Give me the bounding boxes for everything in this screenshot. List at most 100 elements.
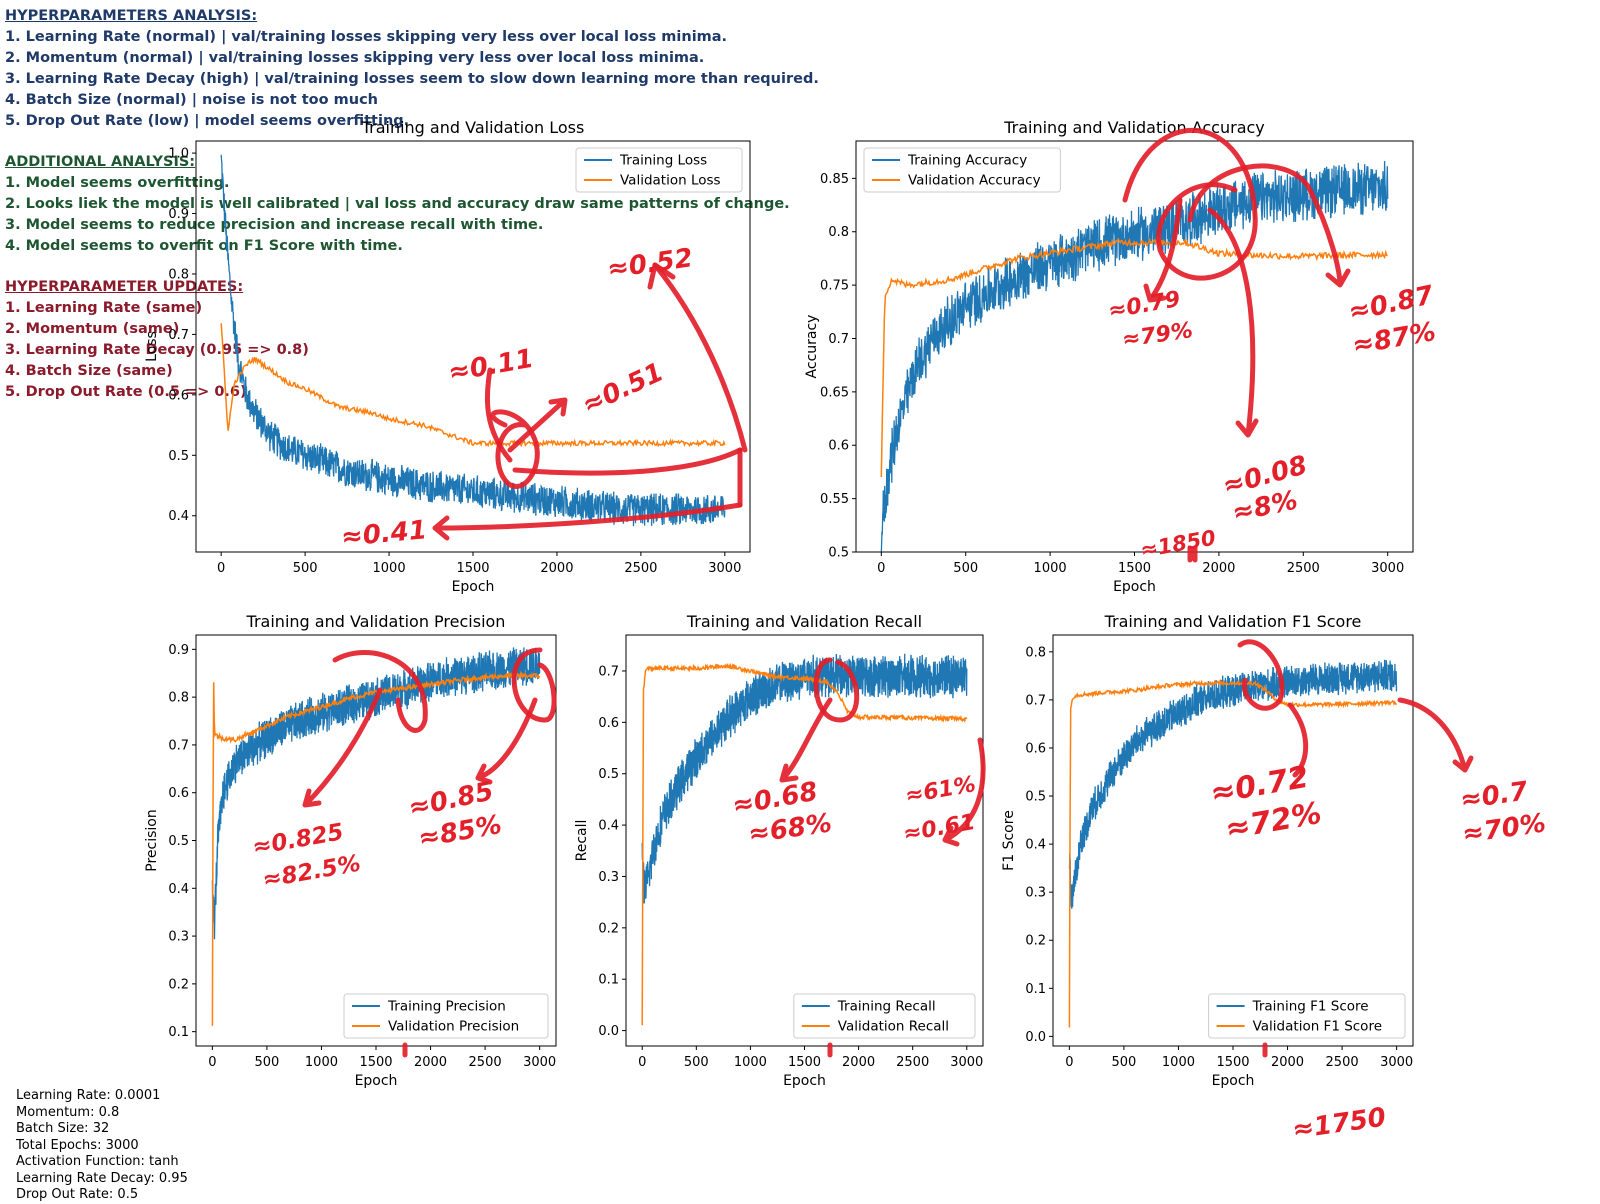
legend-label: Training Loss (619, 153, 707, 169)
legend: Training Accuracy Validation Accuracy (863, 147, 1061, 193)
y-axis-label: Precision (144, 809, 160, 871)
y-tick-label: 0.7 (1025, 693, 1046, 708)
update-line: 3. Learning Rate Decay (0.95 => 0.8) (5, 342, 309, 358)
annotation-stroke (511, 647, 557, 723)
x-tick-label: 1000 (1034, 561, 1067, 576)
y-axis-label: Accuracy (804, 315, 820, 379)
y-tick-label: 0.3 (1025, 886, 1046, 901)
update-line: 2. Momentum (same) (5, 321, 180, 337)
y-tick-label: 0.2 (598, 921, 619, 936)
x-tick-label: 1000 (734, 1055, 767, 1070)
y-tick-label: 0.8 (168, 267, 189, 282)
analysis-line: 5. Drop Out Rate (low) | model seems ove… (5, 113, 410, 129)
y-tick-label: 0.7 (828, 332, 849, 347)
legend-label: Validation Accuracy (908, 173, 1041, 189)
hyperparameter-summary: Learning Rate: 0.0001 Momentum: 0.8 Batc… (16, 1088, 188, 1204)
update-line: 1. Learning Rate (same) (5, 300, 203, 316)
hyperparameter-line: Learning Rate: 0.0001 (16, 1088, 161, 1103)
x-tick-label: 500 (293, 561, 318, 576)
x-tick-label: 0 (638, 1055, 646, 1070)
chart-accuracy: Training and Validation Accuracy 0 500 1000… (804, 118, 1414, 595)
annotation-stroke (647, 262, 676, 290)
legend: Training Precision Validation Precision (343, 993, 549, 1039)
hyperparameter-line: Momentum: 0.8 (16, 1104, 120, 1120)
y-tick-label: 0.5 (828, 546, 849, 561)
x-tick-label: 1500 (788, 1055, 821, 1070)
x-tick-label: 1000 (373, 561, 406, 576)
series-line-validation (211, 670, 541, 1026)
y-tick-label: 0.9 (168, 207, 189, 222)
annotation-stroke (490, 409, 540, 489)
hyperparameter-line: Learning Rate Decay: 0.95 (16, 1170, 188, 1186)
y-tick-label: 0.5 (168, 449, 189, 464)
additional-line: 2. Looks liek the model is well calibrat… (5, 196, 790, 212)
legend-label: Validation Precision (388, 1019, 519, 1035)
updates-title: HYPERPARAMETER UPDATES: (5, 279, 244, 295)
series-line-validation (1068, 678, 1398, 1028)
plot-frame (855, 140, 1414, 553)
update-line: 5. Drop Out Rate (0.5 => 0.6) (5, 384, 247, 400)
x-tick-label: 0 (208, 1055, 216, 1070)
chart-title: Training and Validation F1 Score (1104, 612, 1362, 631)
legend-box (575, 147, 743, 193)
y-tick-label: 0.4 (168, 882, 189, 897)
x-tick-label: 2000 (1202, 561, 1235, 576)
x-tick-label: 1500 (456, 561, 489, 576)
y-tick-label: 0.5 (1025, 790, 1046, 805)
x-tick-label: 1500 (1216, 1055, 1249, 1070)
series-line-validation (880, 236, 1388, 478)
y-tick-label: 0.4 (598, 819, 619, 834)
y-tick-label: 0.1 (1025, 982, 1046, 997)
annotation-stroke (507, 397, 568, 453)
annotation-stroke (1143, 197, 1183, 303)
x-tick-label: 2000 (414, 1055, 447, 1070)
y-axis-label: Recall (574, 820, 590, 862)
series-line-training (880, 160, 1389, 552)
annotation-stroke (1187, 163, 1351, 288)
annotation-stroke (1187, 545, 1198, 563)
y-tick-label: 0.5 (168, 834, 189, 849)
legend-label: Validation Recall (838, 1019, 949, 1035)
chart-f1: Training and Validation F1 Score 0 500 1000… (1001, 612, 1414, 1089)
x-tick-label: 3000 (523, 1055, 556, 1070)
x-tick-label: 500 (1111, 1055, 1136, 1070)
series-line-validation (641, 662, 968, 1026)
plot-frame (625, 634, 984, 1047)
x-tick-label: 2500 (896, 1055, 929, 1070)
y-tick-label: 0.3 (598, 870, 619, 885)
additional-analysis-notes: ADDITIONAL ANALYSIS: 1. Model seems over… (5, 152, 790, 257)
y-tick-label: 0.6 (168, 786, 189, 801)
y-tick-label: 0.7 (598, 664, 619, 679)
legend: Training Recall Validation Recall (793, 993, 976, 1039)
y-tick-label: 0.7 (168, 738, 189, 753)
annotation-stroke (1237, 639, 1285, 711)
x-tick-label: 0 (877, 561, 885, 576)
additional-line: 1. Model seems overfitting. (5, 175, 230, 191)
y-tick-label: 1.0 (168, 147, 189, 162)
y-tick-label: 0.1 (168, 1025, 189, 1040)
plot-frame (1052, 634, 1414, 1047)
hyperparameter-updates-notes: HYPERPARAMETER UPDATES: 1. Learning Rate… (5, 277, 309, 403)
x-tick-label: 1000 (305, 1055, 338, 1070)
x-tick-label: 500 (254, 1055, 279, 1070)
series-line-training (1068, 659, 1398, 909)
plot-frame (195, 634, 557, 1047)
annotation-stroke (302, 687, 383, 808)
annotation-stroke (779, 697, 833, 783)
chart-loss: Training and Validation Loss 0 500 1000 1500… (144, 118, 751, 595)
legend-label: Validation Loss (620, 173, 721, 189)
annotation-stroke (475, 697, 538, 785)
y-tick-label: 0.8 (828, 225, 849, 240)
x-tick-label: 2000 (1271, 1055, 1304, 1070)
y-tick-label: 0.6 (598, 716, 619, 731)
x-tick-label: 2500 (469, 1055, 502, 1070)
analysis-line: 4. Batch Size (normal) | noise is not to… (5, 92, 378, 108)
chart-title: Training and Validation Loss (361, 118, 585, 137)
x-tick-label: 2500 (624, 561, 657, 576)
update-line: 4. Batch Size (same) (5, 363, 173, 379)
x-axis-label: Epoch (452, 579, 495, 595)
annotation-stroke (1207, 207, 1259, 438)
plot-frame (195, 140, 751, 553)
x-tick-label: 1500 (359, 1055, 392, 1070)
